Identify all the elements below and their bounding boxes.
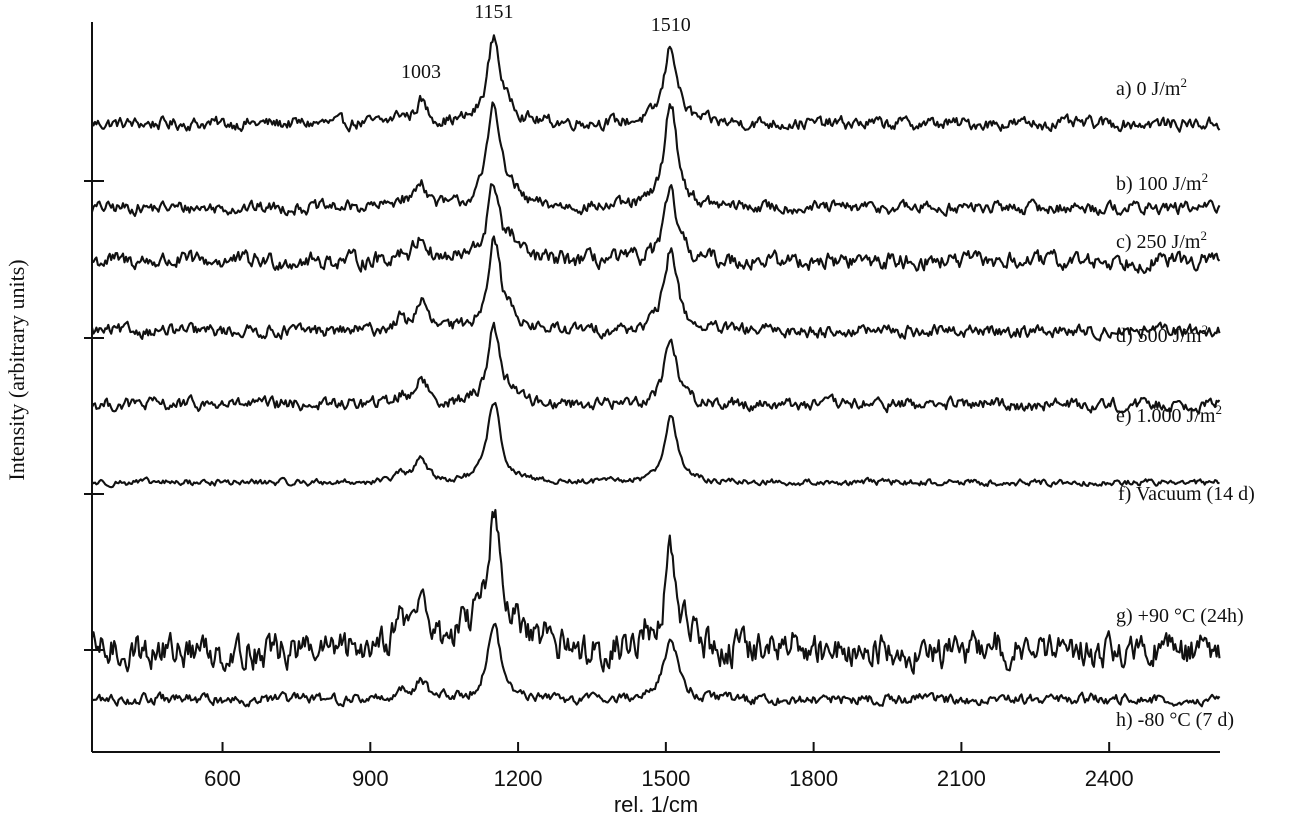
spectrum-line: [91, 622, 1221, 708]
y-axis-label: Intensity (arbitrary units): [4, 259, 29, 480]
x-ticks: 600 900 1200 1500 1800 2100 2400: [204, 742, 1134, 791]
x-tick-label: 1500: [641, 766, 690, 791]
x-tick-label: 600: [204, 766, 241, 791]
series-labels: a) 0 J/m2 b) 100 J/m2 c) 250 J/m2 d) 500 J/…: [1116, 75, 1255, 731]
x-tick-label: 900: [352, 766, 389, 791]
spectrum-line: [91, 183, 1221, 275]
peak-label: 1003: [401, 61, 441, 83]
peak-annotations: 1003 1151 1510: [401, 1, 691, 83]
x-axis-label: rel. 1/cm: [614, 792, 698, 816]
series-label: h) -80 °C (7 d): [1116, 709, 1234, 731]
series-label: e) 1.000 J/m2: [1116, 402, 1222, 427]
series-label: f) Vacuum (14 d): [1118, 483, 1255, 505]
axes: [91, 22, 1220, 753]
spectrum-line: [91, 401, 1220, 489]
spectrum-line: [90, 235, 1221, 342]
series-label: a) 0 J/m2: [1116, 75, 1187, 100]
x-tick-label: 1200: [494, 766, 543, 791]
series-label: g) +90 °C (24h): [1116, 605, 1244, 627]
y-ticks: [84, 180, 104, 651]
peak-label: 1510: [651, 14, 691, 36]
series-label: c) 250 J/m2: [1116, 228, 1207, 253]
x-tick-label: 1800: [789, 766, 838, 791]
spectrum-line: [90, 508, 1221, 675]
spectrum-line: [90, 101, 1221, 218]
spectrum-line: [91, 321, 1221, 415]
x-tick-label: 2100: [937, 766, 986, 791]
x-tick-label: 2400: [1085, 766, 1134, 791]
peak-label: 1151: [474, 1, 513, 23]
series-label: b) 100 J/m2: [1116, 170, 1208, 195]
series-label: d) 500 J/m2: [1116, 322, 1208, 347]
spectrum-line: [91, 34, 1221, 133]
spectrum-traces: [90, 34, 1221, 708]
